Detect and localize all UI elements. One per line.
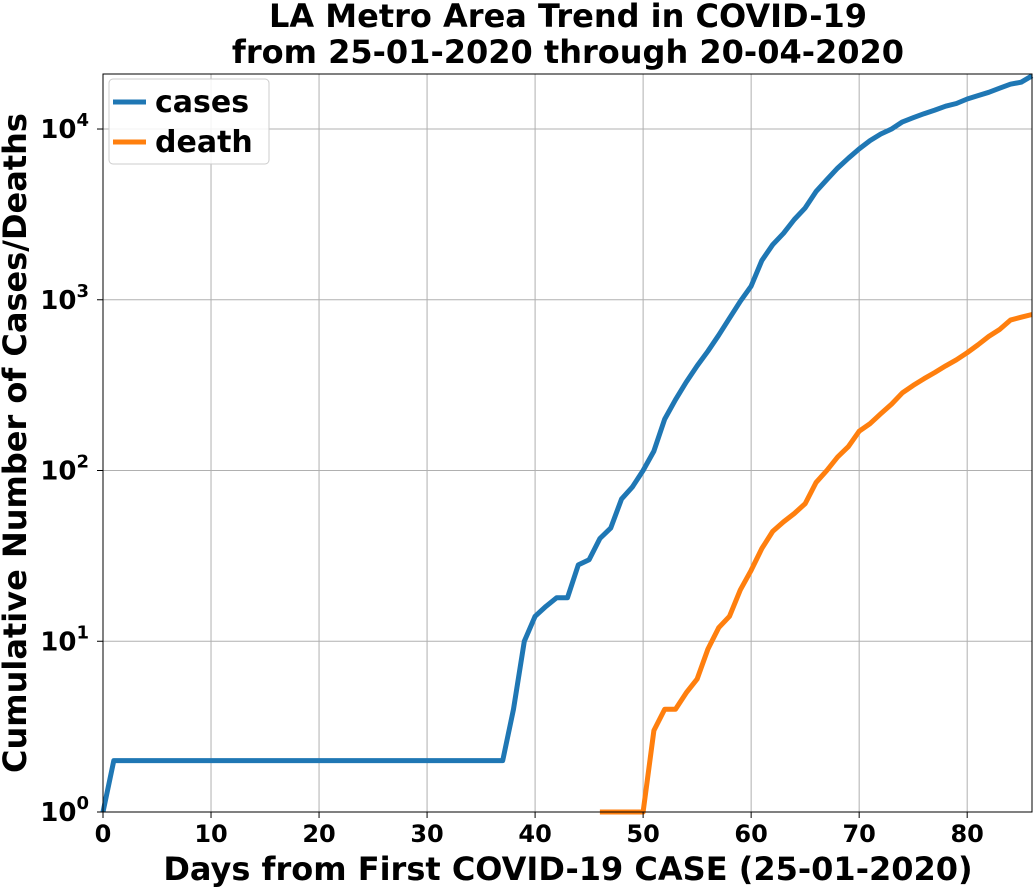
legend-label-cases: cases [155,85,249,120]
series-line-cases [100,73,1034,813]
chart-title-line-2: from 25-01-2020 through 20-04-2020 [232,33,904,71]
plot-frame [102,73,1033,813]
x-tick-label: 60 [734,820,767,848]
legend: cases death [108,78,270,165]
y-tick-label: 102 [40,452,89,487]
x-axis: 0 10 20 30 40 50 60 70 80 [95,812,984,848]
grid [103,74,1032,812]
y-axis-label: Cumulative Number of Cases/Deaths [0,113,34,773]
x-tick-label: 20 [302,820,335,848]
legend-label-death: death [155,125,253,160]
x-tick-label: 70 [842,820,875,848]
y-tick-label: 101 [40,622,89,657]
x-tick-label: 80 [950,820,983,848]
x-tick-label: 50 [626,820,659,848]
chart-title: LA Metro Area Trend in COVID-19 from 25-… [232,0,904,71]
y-axis: 100 101 102 103 104 [40,110,103,828]
x-axis-label: Days from First COVID-19 CASE (25-01-202… [163,850,972,887]
legend-box [108,78,270,165]
y-tick-label: 104 [40,110,89,145]
x-tick-label: 40 [518,820,551,848]
series-line-death [599,312,1033,815]
y-tick-label: 100 [40,793,89,828]
x-tick-label: 10 [194,820,227,848]
x-tick-label: 0 [95,820,112,848]
x-tick-label: 30 [410,820,443,848]
chart-title-line-1: LA Metro Area Trend in COVID-19 [269,0,867,35]
series-layer [100,73,1034,815]
y-tick-label: 103 [40,281,89,316]
